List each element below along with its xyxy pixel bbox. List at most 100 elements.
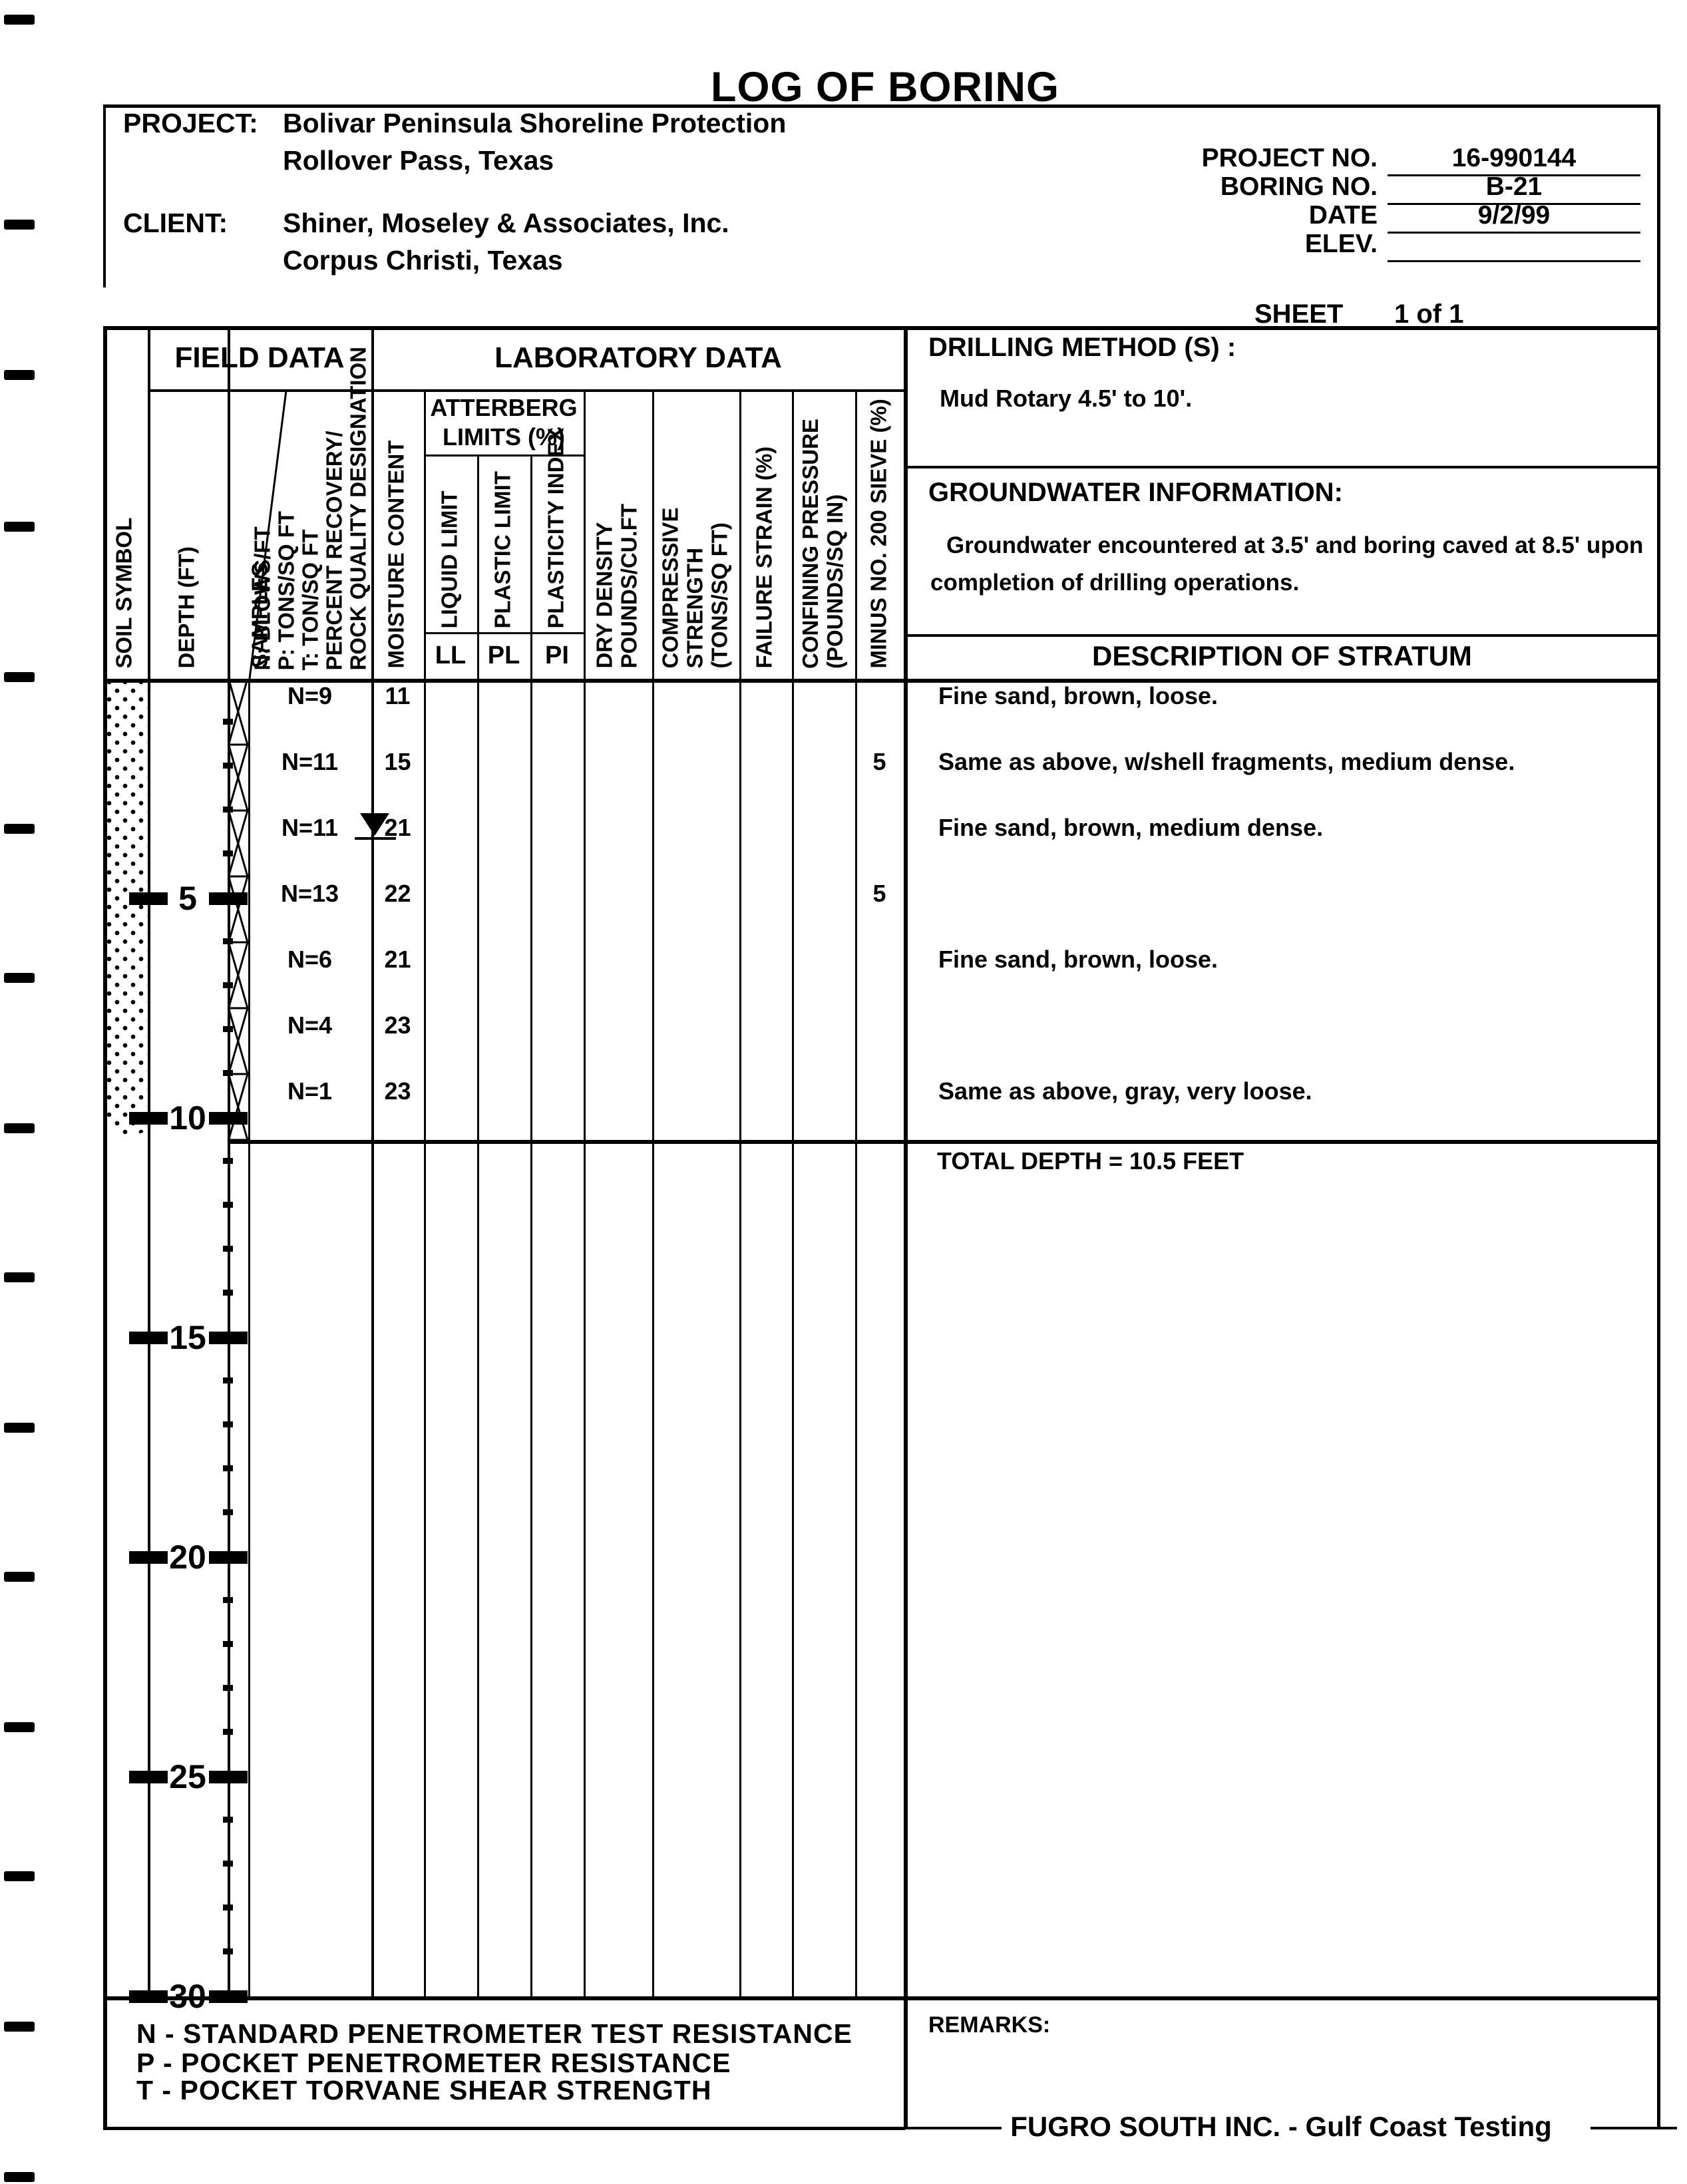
plasticity-index-header: PLASTICITY INDEX: [543, 427, 568, 629]
chart-bottom-line: [103, 1996, 1659, 2000]
main-divider: [904, 326, 908, 2127]
liquid-limit-header: LIQUID LIMIT: [437, 490, 462, 629]
legend-n: N - STANDARD PENETROMETER TEST RESISTANC…: [136, 2018, 852, 2049]
n-value: N=6: [287, 946, 333, 973]
page-title: LOG OF BORING: [711, 64, 1059, 110]
client-label: CLIENT:: [123, 208, 228, 238]
plastic-limit-header: PLASTIC LIMIT: [490, 471, 515, 629]
legend-t: T - POCKET TORVANE SHEAR STRENGTH: [136, 2075, 712, 2105]
remarks-bottom-right-seg: [1591, 2127, 1677, 2129]
n-values-header: N: BLOWS/FT P: TONS/SQ FT T: TON/SQ FT P…: [250, 347, 371, 671]
project-no-underline: [1388, 174, 1640, 176]
title-rule: [103, 104, 1659, 108]
total-depth-note: TOTAL DEPTH = 10.5 FEET: [937, 1147, 1244, 1175]
depth-tick: [129, 1332, 168, 1344]
groundwater-text-line1: Groundwater encountered at 3.5' and bori…: [946, 532, 1644, 558]
scan-mark: [4, 1123, 35, 1133]
scan-mark: [4, 522, 35, 532]
depth-tick: [209, 1112, 248, 1125]
atterberg-row-line: [424, 632, 584, 634]
col-line-cs: [739, 389, 741, 1996]
moisture-value: 23: [384, 1011, 411, 1039]
project-value-line2: Rollover Pass, Texas: [283, 145, 554, 176]
col-line-fs: [792, 389, 794, 1996]
elev-label: ELEV.: [1304, 230, 1378, 258]
depth-label-5: 5: [178, 880, 197, 917]
footer-company: FUGRO SOUTH INC. - Gulf Coast Testing: [1010, 2111, 1552, 2142]
depth-tick: [209, 1990, 248, 2003]
depth-tick: [129, 1112, 168, 1125]
n-value: N=9: [287, 682, 333, 709]
groundwater-heading: GROUNDWATER INFORMATION:: [928, 478, 1343, 507]
date-underline: [1388, 232, 1640, 234]
depth-header: DEPTH (FT): [174, 546, 199, 669]
col-line-pl: [530, 455, 532, 1996]
boring-no-label: BORING NO.: [1220, 172, 1378, 201]
minus200-header: MINUS NO. 200 SIEVE (%): [866, 399, 891, 669]
client-value-line2: Corpus Christi, Texas: [283, 245, 563, 275]
date-value: 9/2/99: [1477, 201, 1551, 230]
dry-density-header: DRY DENSITY POUNDS/CU.FT: [592, 504, 642, 669]
n-value: N=1: [287, 1077, 333, 1105]
moisture-value: 22: [384, 880, 411, 907]
depth-tick: [209, 1771, 248, 1783]
compressive-header: COMPRESSIVE STRENGTH (TONS/SQ FT): [657, 507, 732, 669]
col-line-soil: [148, 326, 150, 1996]
scan-mark: [4, 1871, 35, 1881]
col-line-samples: [248, 679, 250, 1996]
table-right-border: [1657, 104, 1660, 2127]
pl-label: PL: [487, 641, 520, 669]
client-value-line1: Shiner, Moseley & Associates, Inc.: [283, 208, 729, 238]
header-left-border: [103, 104, 106, 287]
scan-mark: [4, 220, 35, 230]
scan-mark: [4, 15, 35, 25]
description-header: DESCRIPTION OF STRATUM: [1092, 640, 1472, 671]
band-bottom-line: [148, 389, 905, 392]
depth-tick: [209, 1332, 248, 1344]
remarks-label: REMARKS:: [928, 2012, 1051, 2038]
depth-tick: [129, 1771, 168, 1783]
boring-no-value: B-21: [1485, 172, 1543, 201]
stratum-description: Fine sand, brown, loose.: [938, 946, 1218, 973]
soil-symbol-header: SOIL SYMBOL: [111, 517, 136, 669]
sheet-value: 1 of 1: [1394, 299, 1464, 329]
ll-label: LL: [435, 641, 467, 669]
scan-mark: [4, 672, 35, 682]
scan-mark: [4, 1572, 35, 1582]
samples-funnel-slant: [248, 390, 287, 679]
depth-tick: [209, 1551, 248, 1564]
depth-label-10: 10: [169, 1099, 206, 1137]
depth-label-25: 25: [169, 1758, 206, 1795]
groundwater-level-icon: [360, 813, 389, 836]
col-line-dd: [652, 389, 654, 1996]
n-value: N=13: [280, 880, 339, 907]
field-data-header: FIELD DATA: [174, 341, 345, 374]
total-depth-line: [228, 1140, 1659, 1144]
groundwater-level-underline: [355, 837, 396, 840]
atterberg-line1: ATTERBERG: [430, 394, 578, 421]
failure-strain-header: FAILURE STRAIN (%): [751, 446, 777, 669]
drilling-method-heading: DRILLING METHOD (S) :: [928, 333, 1236, 362]
scan-mark: [4, 370, 35, 380]
depth-label-20: 20: [169, 1539, 206, 1576]
scan-mark: [4, 2172, 35, 2182]
groundwater-box-bottom: [905, 634, 1659, 637]
drilling-method-text: Mud Rotary 4.5' to 10'.: [940, 385, 1193, 412]
moisture-value: 11: [385, 682, 411, 709]
remarks-bottom-left-seg: [905, 2127, 1002, 2129]
moisture-value: 23: [384, 1077, 411, 1105]
table-top-border: [103, 326, 1659, 330]
stratum-description: Same as above, gray, very loose.: [938, 1077, 1312, 1105]
confining-header: CONFINING PRESSURE (POUNDS/SQ IN): [798, 419, 847, 669]
soil-symbol-sand-pattern: [106, 680, 147, 1138]
depth-label-15: 15: [169, 1319, 206, 1356]
pi-label: PI: [545, 641, 569, 669]
col-line-field-lab: [371, 326, 374, 1996]
table-left-border: [103, 326, 107, 2127]
moisture-value: 21: [384, 946, 411, 973]
elev-underline: [1388, 260, 1640, 262]
minus200-value: 5: [872, 880, 886, 907]
scan-mark: [4, 1272, 35, 1282]
col-line-cp: [855, 389, 857, 1996]
n-value: N=11: [281, 748, 339, 775]
